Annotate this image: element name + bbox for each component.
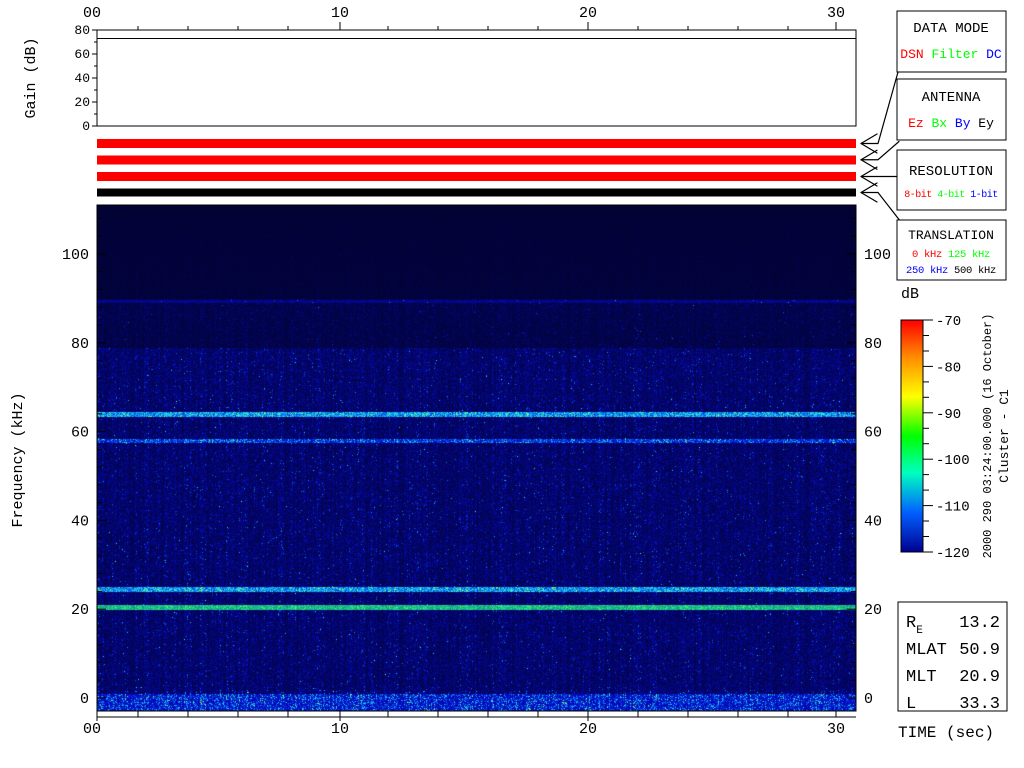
svg-text:Ez Bx By Ey: Ez Bx By Ey (908, 116, 994, 131)
svg-text:MLT: MLT (906, 668, 937, 687)
svg-text:20: 20 (71, 602, 89, 619)
svg-text:10: 10 (331, 721, 349, 738)
svg-text:TIME (sec): TIME (sec) (898, 724, 994, 742)
svg-text:-90: -90 (936, 407, 961, 423)
svg-text:40: 40 (71, 513, 89, 530)
svg-text:20.9: 20.9 (959, 668, 1000, 687)
svg-text:30: 30 (827, 5, 845, 22)
svg-text:-70: -70 (936, 314, 961, 330)
svg-text:20: 20 (74, 95, 90, 110)
svg-text:60: 60 (864, 425, 882, 442)
svg-text:40: 40 (864, 513, 882, 530)
svg-text:Frequency (kHz): Frequency (kHz) (10, 392, 27, 527)
svg-text:-120: -120 (936, 546, 970, 562)
svg-text:0 kHz 125 kHz: 0 kHz 125 kHz (912, 249, 990, 261)
svg-text:10: 10 (331, 5, 349, 22)
svg-text:-80: -80 (936, 360, 961, 376)
svg-text:0: 0 (864, 691, 873, 708)
svg-text:RESOLUTION: RESOLUTION (909, 164, 993, 180)
svg-text:50.9: 50.9 (959, 641, 1000, 660)
svg-text:Gain (dB): Gain (dB) (23, 37, 40, 118)
svg-text:80: 80 (864, 336, 882, 353)
svg-text:250 kHz 500 kHz: 250 kHz 500 kHz (906, 265, 996, 277)
svg-text:RE: RE (906, 614, 923, 637)
svg-text:20: 20 (864, 602, 882, 619)
svg-text:DATA MODE: DATA MODE (913, 21, 989, 37)
svg-text:-100: -100 (936, 453, 970, 469)
svg-text:-110: -110 (936, 500, 970, 516)
svg-text:TRANSLATION: TRANSLATION (908, 228, 994, 243)
svg-text:40: 40 (74, 71, 90, 86)
svg-text:13.2: 13.2 (959, 614, 1000, 633)
svg-text:20: 20 (579, 5, 597, 22)
svg-text:80: 80 (74, 23, 90, 38)
svg-text:8-bit 4-bit 1-bit: 8-bit 4-bit 1-bit (904, 189, 998, 201)
svg-text:DSN Filter DC: DSN Filter DC (900, 47, 1002, 62)
svg-text:60: 60 (71, 425, 89, 442)
svg-text:0: 0 (82, 119, 90, 134)
svg-text:60: 60 (74, 47, 90, 62)
svg-text:2000 290 03:24:00.000 (16 Octo: 2000 290 03:24:00.000 (16 October) (981, 314, 995, 559)
svg-text:80: 80 (71, 336, 89, 353)
svg-text:100: 100 (864, 247, 891, 264)
svg-text:00: 00 (83, 5, 101, 22)
svg-text:0: 0 (80, 691, 89, 708)
svg-text:00: 00 (83, 721, 101, 738)
svg-text:ANTENNA: ANTENNA (922, 90, 981, 106)
svg-text:L: L (906, 695, 916, 714)
svg-text:20: 20 (579, 721, 597, 738)
svg-text:dB: dB (901, 286, 919, 303)
svg-text:100: 100 (62, 247, 89, 264)
svg-text:30: 30 (827, 721, 845, 738)
svg-text:33.3: 33.3 (959, 695, 1000, 714)
svg-text:MLAT: MLAT (906, 641, 947, 660)
svg-text:Cluster - C1: Cluster - C1 (997, 389, 1012, 483)
